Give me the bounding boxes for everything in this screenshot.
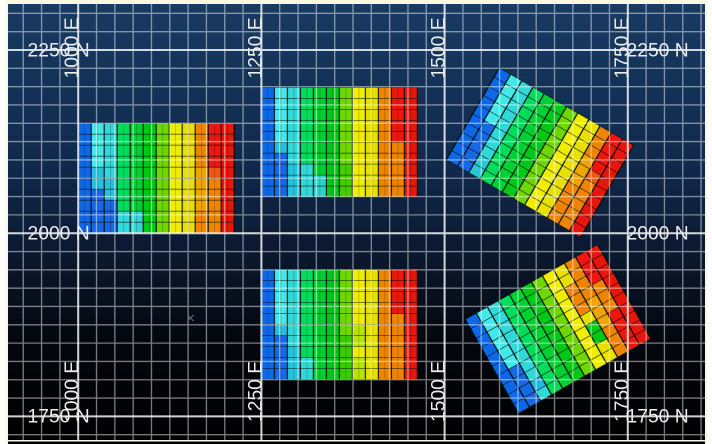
svg-text:1250 E: 1250 E bbox=[245, 17, 266, 78]
svg-text:2250 N: 2250 N bbox=[28, 41, 90, 62]
svg-text:1000 E: 1000 E bbox=[62, 361, 83, 422]
svg-text:2000 N: 2000 N bbox=[627, 224, 689, 245]
svg-text:1750 N: 1750 N bbox=[627, 407, 689, 428]
svg-text:1500 E: 1500 E bbox=[429, 361, 450, 422]
svg-text:1750 E: 1750 E bbox=[612, 17, 633, 78]
svg-text:2250 N: 2250 N bbox=[627, 41, 689, 62]
svg-text:1750 N: 1750 N bbox=[28, 407, 90, 428]
svg-text:1750 E: 1750 E bbox=[612, 361, 633, 422]
svg-text:1250 E: 1250 E bbox=[245, 361, 266, 422]
svg-text:1500 E: 1500 E bbox=[429, 17, 450, 78]
svg-text:1000 E: 1000 E bbox=[62, 17, 83, 78]
svg-text:2000 N: 2000 N bbox=[28, 224, 90, 245]
